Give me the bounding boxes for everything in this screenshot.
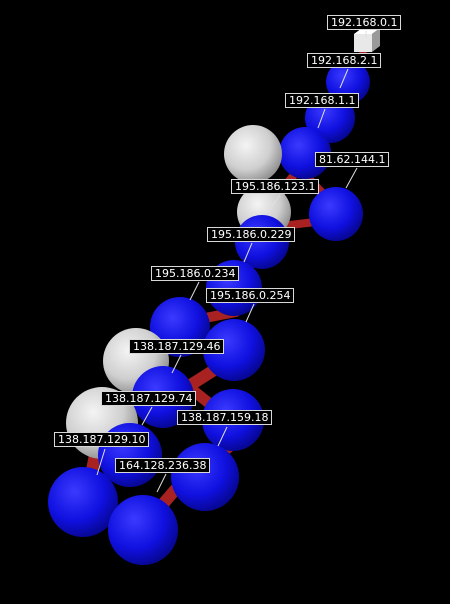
node-square-marker	[354, 28, 380, 52]
node-label: 192.168.1.1	[285, 93, 360, 108]
node-label: 81.62.144.1	[315, 152, 390, 167]
label-leaders	[96, 31, 367, 493]
node-label: 195.186.123.1	[231, 179, 320, 194]
node-label: 138.187.129.74	[101, 391, 197, 406]
node-label: 164.128.236.38	[115, 458, 211, 473]
node-label: 195.186.0.254	[206, 288, 295, 303]
router-node	[235, 215, 289, 269]
node-label: 195.186.0.229	[207, 227, 296, 242]
host-node	[224, 125, 282, 183]
node-label: 195.186.0.234	[151, 266, 240, 281]
node-label: 192.168.2.1	[307, 53, 382, 68]
node-label: 192.168.0.1	[327, 15, 402, 30]
router-node	[203, 319, 265, 381]
node-label: 138.187.129.46	[129, 339, 225, 354]
router-node	[48, 467, 118, 537]
node-label: 138.187.129.10	[54, 432, 150, 447]
router-node	[108, 495, 178, 565]
node-label: 138.187.159.18	[177, 410, 273, 425]
router-node	[309, 187, 363, 241]
router-node	[171, 443, 239, 511]
